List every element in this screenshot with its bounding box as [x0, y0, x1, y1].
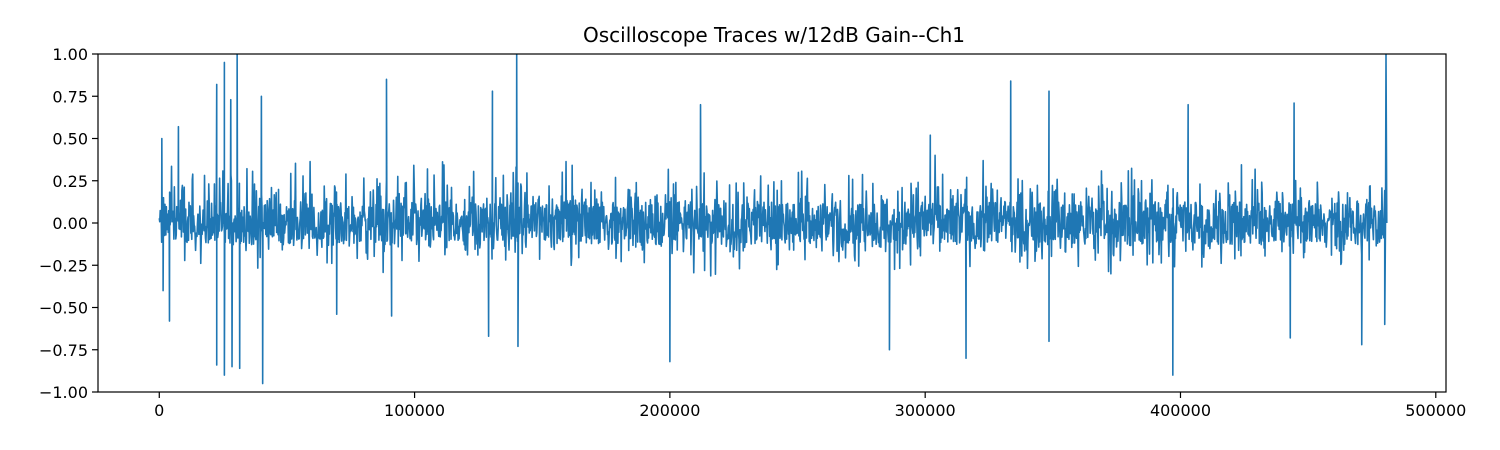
- y-tick-label: −1.00: [39, 383, 88, 402]
- series-line-ch1: [158, 54, 1388, 385]
- x-tick-label: 100000: [384, 401, 445, 420]
- y-tick-label: −0.75: [39, 341, 88, 360]
- y-tick-label: 0.00: [52, 214, 88, 233]
- x-tick-label: 200000: [639, 401, 700, 420]
- y-tick-label: −0.25: [39, 256, 88, 275]
- x-tick-label: 0: [154, 401, 164, 420]
- y-tick-label: 0.75: [52, 87, 88, 106]
- y-tick-label: 0.25: [52, 172, 88, 191]
- y-tick-label: 0.50: [52, 130, 88, 149]
- trace-layer: [158, 54, 1388, 385]
- x-tick-label: 300000: [895, 401, 956, 420]
- chart-title: Oscilloscope Traces w/12dB Gain--Ch1: [583, 23, 965, 47]
- y-tick-label: 1.00: [52, 45, 88, 64]
- x-tick-label: 500000: [1405, 401, 1466, 420]
- x-tick-label: 400000: [1150, 401, 1211, 420]
- y-axis: 1.00 0.75 0.50 0.25 0.00 −0.25 −0.50 −0.75 −1.00: [39, 45, 98, 402]
- y-tick-label: −0.50: [39, 299, 88, 318]
- x-axis: 0 100000 200000 300000 400000 500000: [154, 392, 1466, 420]
